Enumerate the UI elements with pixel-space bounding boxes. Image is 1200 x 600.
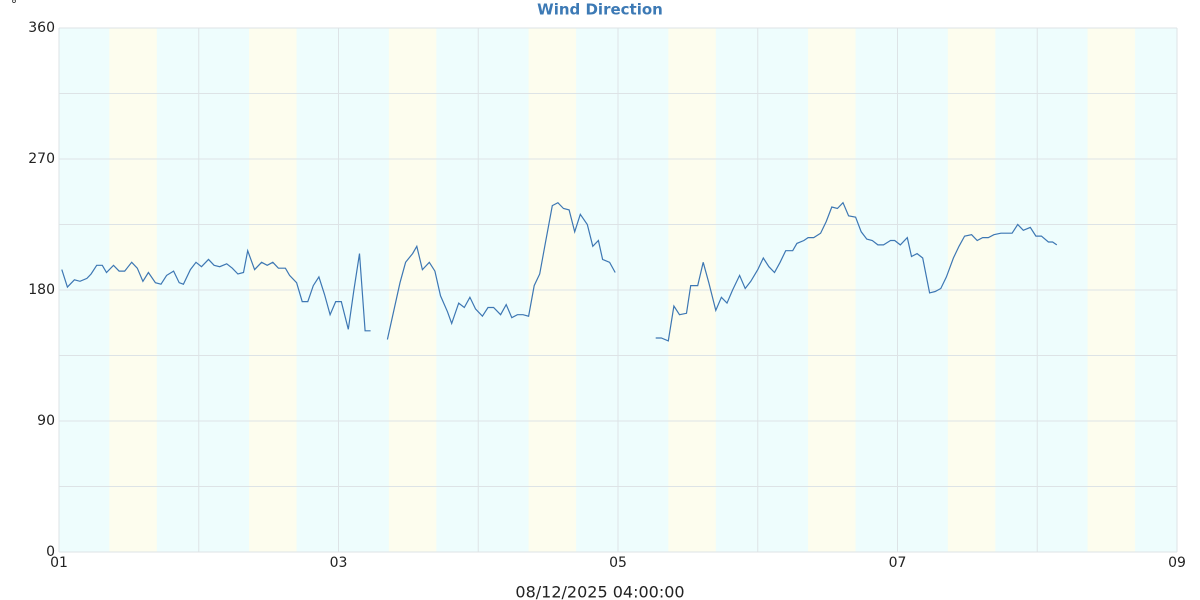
x-tick-label: 07 [889, 555, 907, 571]
data-line [61, 201, 1058, 342]
x-tick-label: 09 [1168, 555, 1186, 571]
chart-title: Wind Direction [537, 1, 663, 19]
x-tick-label: 01 [50, 555, 68, 571]
y-tick-label: 270 [28, 151, 55, 167]
y-unit: ° [11, 0, 17, 12]
y-tick-label: 180 [28, 282, 55, 298]
y-tick-label: 360 [28, 20, 55, 36]
x-tick-label: 05 [609, 555, 627, 571]
x-tick-label: 03 [330, 555, 348, 571]
y-tick-label: 90 [37, 413, 55, 429]
y-tick-label: 0 [46, 544, 55, 560]
x-axis-label: 08/12/2025 04:00:00 [515, 583, 684, 600]
